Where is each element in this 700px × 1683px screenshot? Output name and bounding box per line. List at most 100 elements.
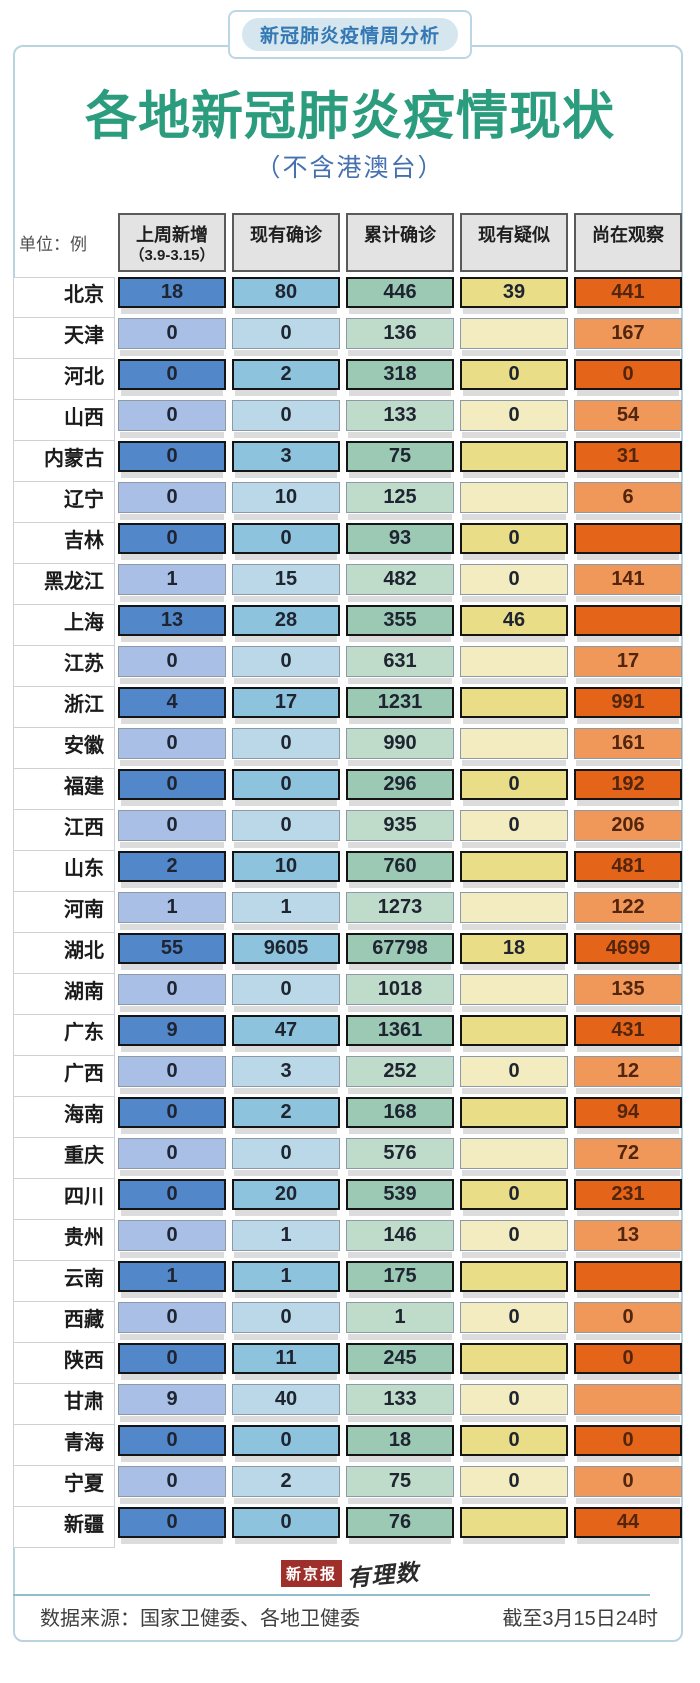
cell-current-confirmed: 0	[232, 1507, 340, 1544]
cell-new-last-week: 13	[118, 605, 226, 642]
cell-current-confirmed: 0	[232, 523, 340, 560]
column-header-label: 现有疑似	[478, 225, 550, 245]
region-label: 江苏	[13, 646, 115, 687]
cell-cumulative-confirmed: 1361	[346, 1015, 454, 1052]
region-label: 湖南	[13, 974, 115, 1015]
cell-new-last-week: 1	[118, 1261, 226, 1298]
region-label: 重庆	[13, 1138, 115, 1179]
cell-current-confirmed: 10	[232, 482, 340, 520]
cell-current-suspected	[460, 441, 568, 478]
cell-new-last-week: 0	[118, 646, 226, 684]
cell-under-observation	[574, 605, 682, 642]
cell-current-suspected: 0	[460, 564, 568, 602]
cell-current-confirmed: 0	[232, 1302, 340, 1340]
cell-under-observation: 192	[574, 769, 682, 806]
table-row: 新疆 0 0 76 44	[13, 1507, 685, 1548]
region-label: 山西	[13, 400, 115, 441]
table-row: 北京 18 80 446 39 441	[13, 277, 685, 318]
cell-current-suspected	[460, 851, 568, 888]
table-row: 湖北 55 9605 67798 18 4699	[13, 933, 685, 974]
region-label: 四川	[13, 1179, 115, 1220]
cell-current-suspected	[460, 1138, 568, 1176]
cell-new-last-week: 18	[118, 277, 226, 314]
cell-current-confirmed: 0	[232, 318, 340, 356]
cell-under-observation: 44	[574, 1507, 682, 1544]
cell-current-suspected	[460, 646, 568, 684]
cell-cumulative-confirmed: 1273	[346, 892, 454, 930]
table-row: 吉林 0 0 93 0	[13, 523, 685, 564]
cell-new-last-week: 0	[118, 482, 226, 520]
table-row: 青海 0 0 18 0 0	[13, 1425, 685, 1466]
cell-under-observation: 135	[574, 974, 682, 1012]
cell-cumulative-confirmed: 146	[346, 1220, 454, 1258]
cell-current-suspected	[460, 482, 568, 520]
cell-new-last-week: 0	[118, 1138, 226, 1176]
data-table: 单位：例 上周新增 （3.9-3.15） 现有确诊 累计确诊 现有疑似 尚在观察…	[13, 213, 685, 1548]
table-row: 上海 13 28 355 46	[13, 605, 685, 646]
cell-current-confirmed: 17	[232, 687, 340, 724]
cell-current-suspected: 0	[460, 1302, 568, 1340]
table-row: 宁夏 0 2 75 0 0	[13, 1466, 685, 1507]
cell-under-observation	[574, 1384, 682, 1422]
region-label: 河北	[13, 359, 115, 400]
cell-under-observation	[574, 523, 682, 560]
cell-current-confirmed: 1	[232, 1220, 340, 1258]
cell-new-last-week: 0	[118, 1466, 226, 1504]
cell-current-confirmed: 1	[232, 892, 340, 930]
cell-current-suspected: 0	[460, 400, 568, 438]
cell-new-last-week: 0	[118, 1097, 226, 1134]
cell-cumulative-confirmed: 245	[346, 1343, 454, 1380]
table-row: 重庆 0 0 576 72	[13, 1138, 685, 1179]
publisher-logo: 新京报 有理数	[0, 1556, 700, 1591]
region-label: 云南	[13, 1261, 115, 1302]
cell-new-last-week: 0	[118, 810, 226, 848]
cell-cumulative-confirmed: 446	[346, 277, 454, 314]
cell-new-last-week: 0	[118, 1507, 226, 1544]
cell-new-last-week: 0	[118, 1179, 226, 1216]
cell-current-confirmed: 2	[232, 1466, 340, 1504]
cell-current-confirmed: 2	[232, 1097, 340, 1134]
cell-current-suspected: 46	[460, 605, 568, 642]
column-header-label: 上周新增	[136, 225, 208, 245]
region-label: 新疆	[13, 1507, 115, 1548]
region-label: 甘肃	[13, 1384, 115, 1425]
cell-under-observation: 206	[574, 810, 682, 848]
cell-current-suspected: 0	[460, 523, 568, 560]
cell-cumulative-confirmed: 935	[346, 810, 454, 848]
cell-current-suspected	[460, 1015, 568, 1052]
cell-cumulative-confirmed: 482	[346, 564, 454, 602]
cell-under-observation: 0	[574, 359, 682, 396]
region-label: 宁夏	[13, 1466, 115, 1507]
region-label: 西藏	[13, 1302, 115, 1343]
table-row: 广东 9 47 1361 431	[13, 1015, 685, 1056]
table-row: 辽宁 0 10 125 6	[13, 482, 685, 523]
cell-cumulative-confirmed: 355	[346, 605, 454, 642]
region-label: 海南	[13, 1097, 115, 1138]
cell-cumulative-confirmed: 168	[346, 1097, 454, 1134]
cell-new-last-week: 0	[118, 1056, 226, 1094]
cell-under-observation: 4699	[574, 933, 682, 970]
cell-cumulative-confirmed: 1	[346, 1302, 454, 1340]
cell-new-last-week: 9	[118, 1015, 226, 1052]
cell-under-observation	[574, 1261, 682, 1298]
cell-current-confirmed: 10	[232, 851, 340, 888]
cell-under-observation: 231	[574, 1179, 682, 1216]
cell-cumulative-confirmed: 67798	[346, 933, 454, 970]
table-row: 福建 0 0 296 0 192	[13, 769, 685, 810]
cell-cumulative-confirmed: 1018	[346, 974, 454, 1012]
cell-current-confirmed: 0	[232, 646, 340, 684]
cell-under-observation: 94	[574, 1097, 682, 1134]
cell-under-observation: 431	[574, 1015, 682, 1052]
cell-cumulative-confirmed: 133	[346, 1384, 454, 1422]
cell-under-observation: 441	[574, 277, 682, 314]
cell-current-suspected: 0	[460, 1056, 568, 1094]
region-label: 湖北	[13, 933, 115, 974]
region-label: 辽宁	[13, 482, 115, 523]
table-row: 云南 1 1 175	[13, 1261, 685, 1302]
region-label: 广西	[13, 1056, 115, 1097]
cell-current-suspected	[460, 1261, 568, 1298]
top-badge: 新冠肺炎疫情周分析	[227, 10, 473, 59]
cell-current-suspected	[460, 687, 568, 724]
cell-cumulative-confirmed: 18	[346, 1425, 454, 1462]
cell-current-suspected	[460, 318, 568, 356]
